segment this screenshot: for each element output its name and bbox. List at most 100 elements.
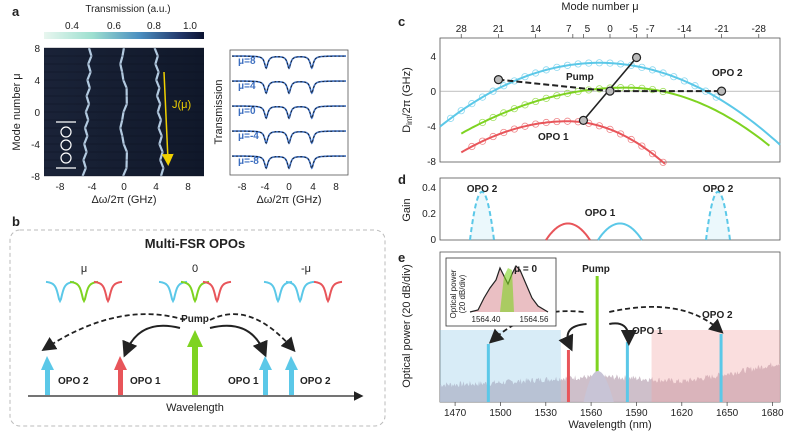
mode-marker	[605, 86, 615, 96]
gain-lobe-opo2-left	[469, 190, 495, 241]
data-point	[478, 137, 487, 145]
data-point	[553, 117, 561, 126]
panel-label-d: d	[398, 172, 406, 187]
top-axis-tick: 28	[456, 24, 468, 35]
gain-lobe-opo1-red	[545, 222, 591, 241]
panel-b-vertical-arrows	[41, 330, 298, 395]
data-point	[638, 142, 646, 150]
data-point	[627, 84, 635, 92]
data-point	[595, 59, 603, 67]
data-point	[638, 63, 646, 71]
mode-marker	[493, 75, 504, 85]
resonance-dip	[93, 280, 123, 304]
data-point	[606, 59, 614, 67]
map-ytick: 8	[34, 44, 40, 55]
data-point	[627, 61, 635, 69]
noise-tint-blue	[440, 330, 561, 402]
colorbar-tick: 0.4	[65, 21, 79, 32]
spectrum-opo1-label: OPO 1	[632, 326, 663, 337]
top-axis-tick: -7	[646, 24, 655, 35]
resonance-dip	[202, 280, 232, 304]
dashed-arrow-left	[41, 313, 186, 351]
top-axis-tick: -14	[677, 24, 692, 35]
inset-mu-label: μ = 0	[514, 264, 538, 275]
map-ytick: 0	[34, 108, 40, 119]
heatmap-resonances	[44, 47, 204, 177]
resonance-dip	[69, 280, 99, 304]
trace-fit	[232, 55, 346, 69]
data-point	[457, 107, 465, 115]
opo2-left-peak	[486, 344, 490, 402]
data-point	[617, 60, 625, 68]
panel-b-title: Multi-FSR OPOs	[145, 236, 245, 251]
panel-label-a: a	[12, 4, 20, 19]
trace-xtick: 0	[286, 182, 292, 193]
data-point	[659, 158, 667, 166]
gain-lobe-opo2-right	[705, 190, 731, 241]
trace-fit	[232, 80, 346, 94]
colorbar-tick: 1.0	[183, 21, 197, 32]
trace-xtick: -4	[261, 182, 270, 193]
opo1-right-arrow	[263, 368, 268, 395]
gain-ytick: 0	[430, 235, 436, 246]
gain-ytick: 0.4	[422, 183, 436, 194]
opo2-annotation: OPO 2	[712, 68, 743, 79]
data-point	[521, 73, 529, 81]
data-point	[691, 82, 699, 90]
panel-c-frame	[439, 37, 781, 163]
inset-xtick: 1564.56	[520, 315, 549, 324]
data-point	[553, 92, 561, 100]
mu-label: -μ	[301, 263, 311, 275]
gain-plot	[469, 190, 731, 241]
dint-ytick: 0	[430, 87, 436, 98]
colorbar-title: Transmission (a.u.)	[85, 4, 170, 15]
top-axis-tick: 21	[493, 24, 505, 35]
data-point	[478, 93, 487, 101]
data-point	[648, 66, 657, 74]
data-point	[617, 130, 625, 138]
data-point	[542, 118, 550, 127]
ring-resonator-icon	[56, 121, 76, 169]
data-point	[532, 120, 540, 128]
inset-ylabel: Optical power	[449, 269, 458, 318]
panel-d-frame	[439, 177, 781, 241]
top-axis-tick: -21	[714, 24, 729, 35]
trace-label: μ=0	[238, 106, 256, 117]
opo-label: OPO 1	[228, 376, 259, 387]
data-point	[563, 61, 572, 69]
data-point	[712, 93, 720, 101]
map-xtick: 8	[185, 182, 191, 193]
dint-yticks: 4 0 -4 -8	[427, 52, 436, 168]
map-xtick: -4	[88, 182, 97, 193]
data-point	[648, 85, 657, 94]
data-point	[489, 113, 497, 122]
opo-label: OPO 1	[130, 376, 161, 387]
map-xtick: -8	[56, 182, 65, 193]
opo2-right-peak	[719, 334, 723, 402]
top-axis-tick: 5	[585, 24, 591, 35]
data-point	[521, 122, 529, 130]
spectrum-xlabel: Wavelength (nm)	[568, 419, 651, 431]
top-axis-tick: 0	[607, 24, 613, 35]
data-point	[468, 142, 476, 151]
panel-b-resonance-dips	[45, 280, 343, 304]
spectrum-xtick: 1500	[489, 408, 512, 419]
mu-label: 0	[192, 263, 198, 275]
j-mu-label: J(μ)	[172, 99, 191, 111]
data-point	[510, 105, 518, 113]
colorbar-ticks: 0.4 0.6 0.8 1.0	[65, 21, 197, 32]
data-point	[532, 69, 540, 77]
trace-ylabel: Transmission	[213, 80, 225, 145]
opo2-right-arrow	[289, 368, 294, 395]
top-axis-ticks: 28 21 14 7 5 0 -5 -7 -14 -21 -28	[456, 24, 767, 38]
panel-label-e: e	[398, 250, 405, 265]
map-xticks: -8 -4 0 4 8	[56, 182, 192, 193]
data-point	[563, 89, 572, 97]
data-point	[574, 60, 582, 68]
data-point	[595, 122, 603, 130]
data-point	[542, 66, 550, 74]
wavelength-axis-label: Wavelength	[166, 402, 224, 414]
top-axis-tick: -28	[752, 24, 767, 35]
data-point	[659, 69, 667, 77]
gain-opo2-left: OPO 2	[467, 184, 498, 195]
